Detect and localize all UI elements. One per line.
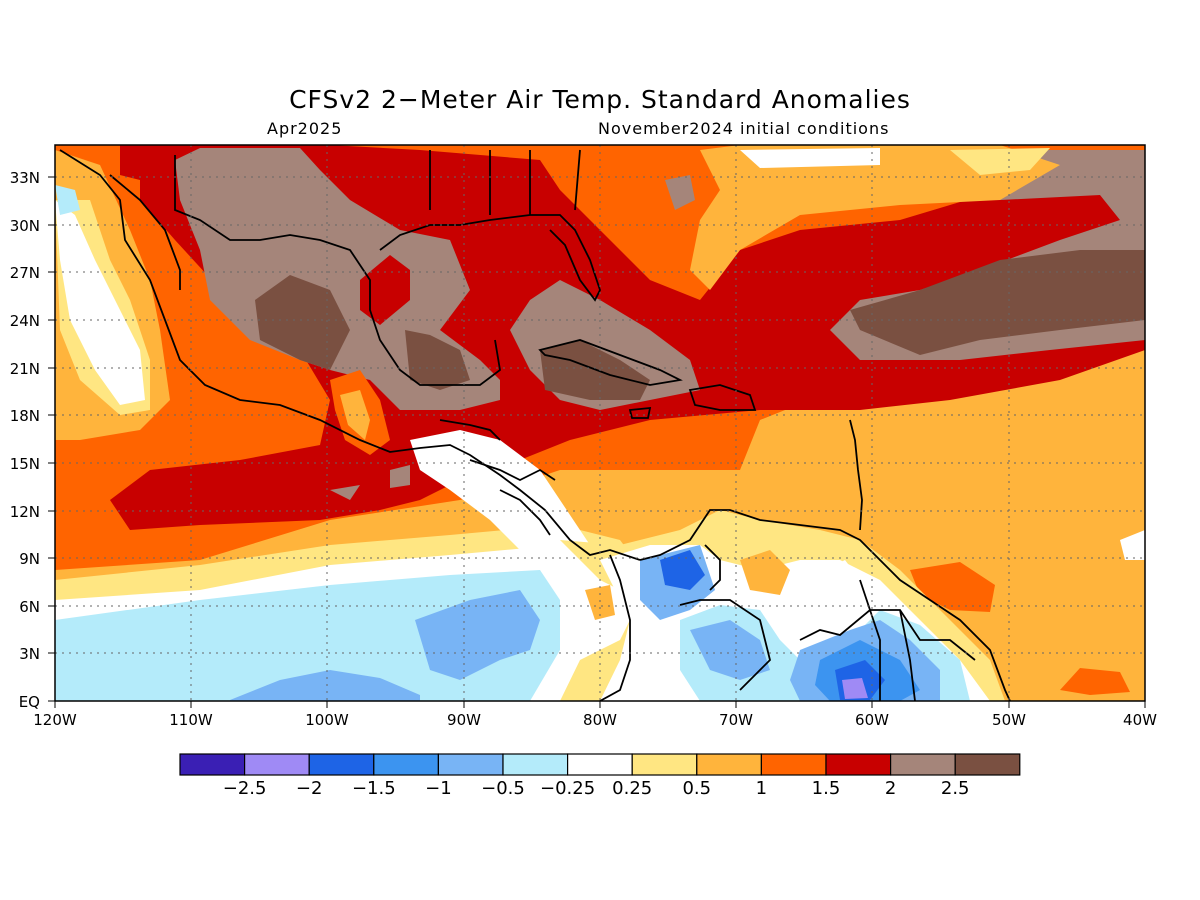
lat-label: 27N (10, 264, 40, 282)
lat-label: 33N (10, 169, 40, 187)
colorbar-label: 0.5 (682, 778, 711, 799)
map-title: CFSv2 2−Meter Air Temp. Standard Anomali… (289, 85, 911, 114)
lat-labels: 33N 30N 27N 24N 21N 18N 15N 12N 9N 6N 3N… (10, 169, 40, 711)
anomaly-field (55, 145, 1145, 701)
lon-label: 50W (992, 711, 1026, 729)
lon-label: 100W (305, 711, 349, 729)
colorbar-label: 0.25 (612, 778, 652, 799)
colorbar-swatch (889, 753, 956, 776)
lon-label: 80W (583, 711, 617, 729)
colorbar-label: −0.25 (540, 778, 595, 799)
valid-month-label: Apr2025 (267, 119, 343, 138)
initial-conditions-label: November2024 initial conditions (598, 119, 890, 138)
colorbar-swatch (502, 753, 569, 776)
colorbar: −2.5 −2 −1.5 −1 −0.5 −0.25 0.25 0.5 1 1.5 2 2.5 (179, 753, 1021, 799)
lat-label: EQ (19, 693, 40, 711)
colorbar-label: −1 (425, 778, 452, 799)
lat-label: 21N (10, 360, 40, 378)
colorbar-label: 1 (756, 778, 767, 799)
colorbar-swatch (566, 753, 633, 776)
colorbar-swatch (825, 753, 892, 776)
colorbar-swatch (179, 753, 246, 776)
lon-label: 70W (719, 711, 753, 729)
lon-label: 110W (169, 711, 213, 729)
colorbar-label: 2.5 (941, 778, 970, 799)
colorbar-label: −2 (296, 778, 323, 799)
colorbar-swatch (631, 753, 698, 776)
lat-label: 15N (10, 455, 40, 473)
lon-label: 90W (447, 711, 481, 729)
colorbar-label: −1.5 (352, 778, 396, 799)
graticule (55, 145, 1145, 701)
colorbar-swatch (437, 753, 504, 776)
lon-label: 40W (1123, 711, 1157, 729)
lat-label: 3N (19, 645, 40, 663)
colorbar-swatch (244, 753, 310, 776)
lon-label: 120W (33, 711, 77, 729)
colorbar-swatch (308, 753, 375, 776)
colorbar-swatch (954, 753, 1021, 776)
colorbar-label: −0.5 (481, 778, 525, 799)
lat-label: 30N (10, 217, 40, 235)
colorbar-swatch (373, 753, 439, 776)
colorbar-swatch (760, 753, 827, 776)
lon-label: 60W (855, 711, 889, 729)
axis-ticks (48, 176, 1146, 708)
lat-label: 24N (10, 312, 40, 330)
colorbar-label: 1.5 (812, 778, 841, 799)
lat-label: 9N (19, 550, 40, 568)
colorbar-label: 2 (885, 778, 896, 799)
lat-label: 12N (10, 503, 40, 521)
lat-label: 6N (19, 598, 40, 616)
colorbar-swatch (696, 753, 762, 776)
lat-label: 18N (10, 407, 40, 425)
lon-labels: 120W 110W 100W 90W 80W 70W 60W 50W 40W (33, 711, 1157, 729)
colorbar-label: −2.5 (223, 778, 267, 799)
